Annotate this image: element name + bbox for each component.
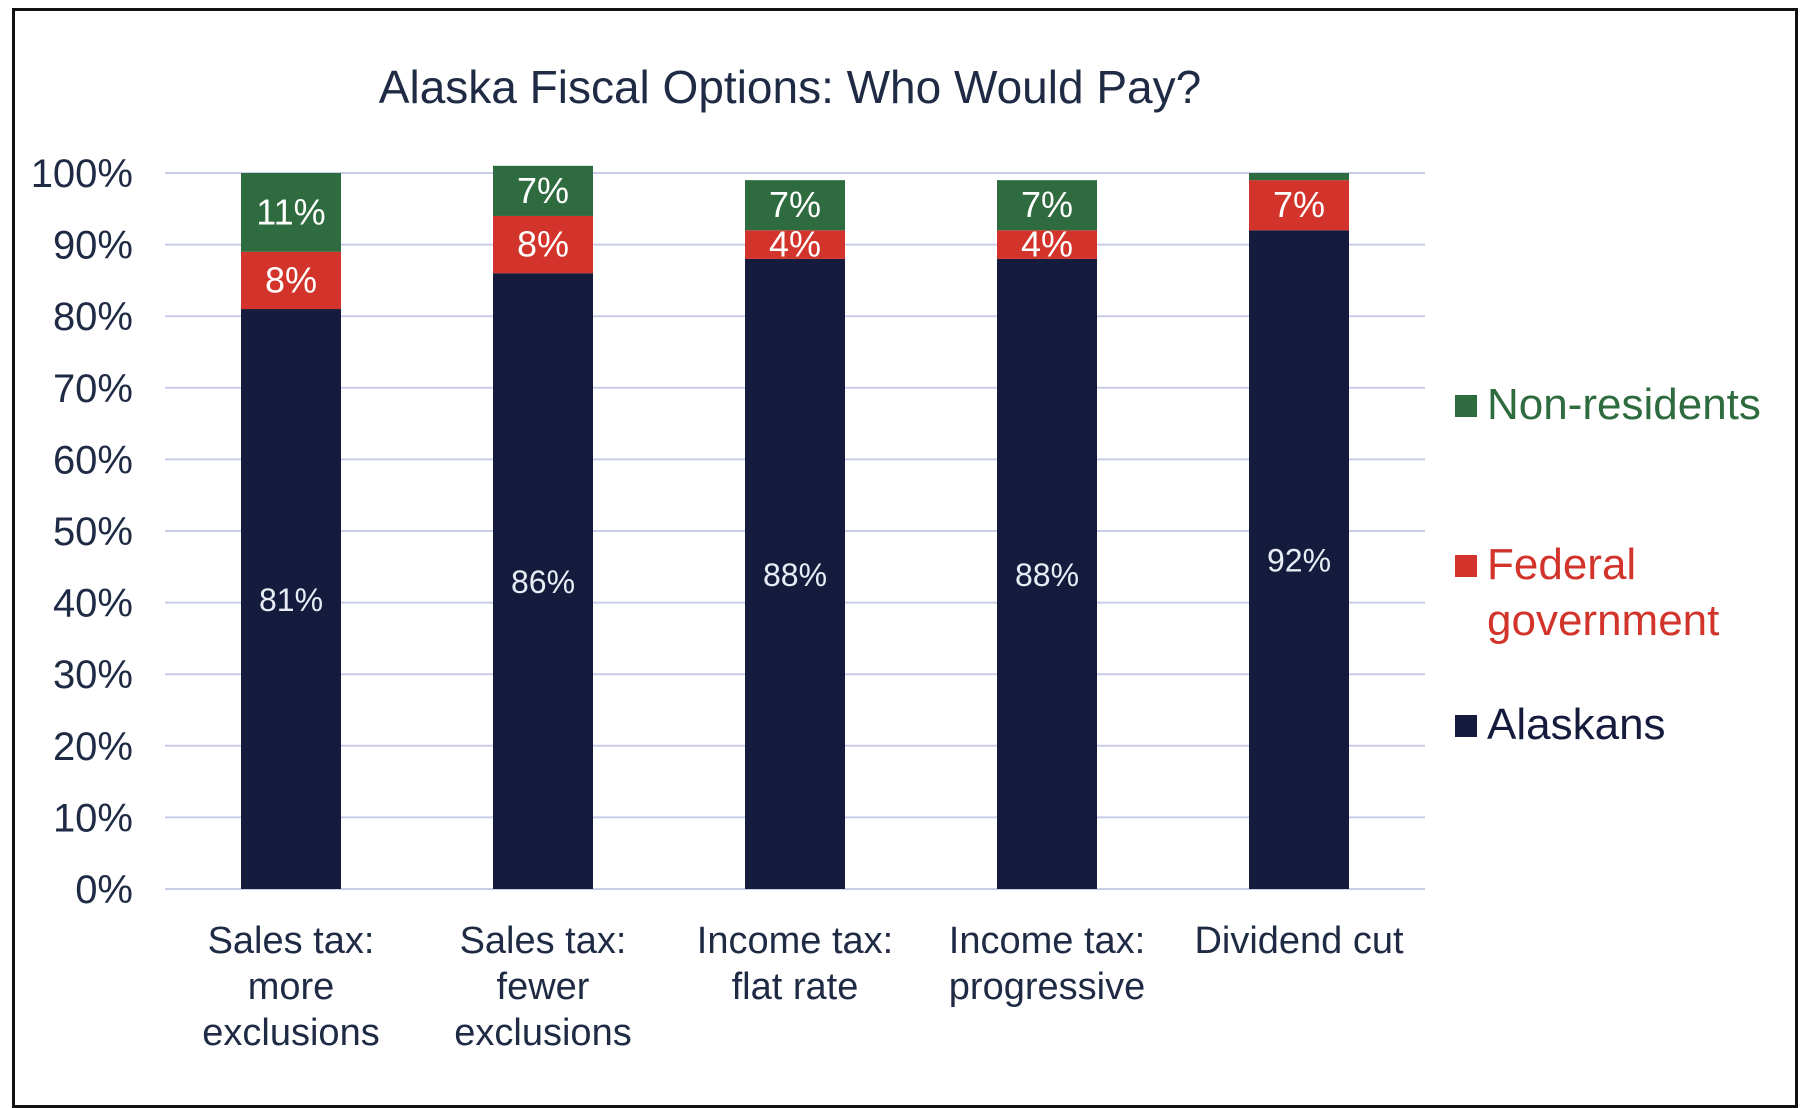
legend-swatch bbox=[1455, 395, 1477, 417]
data-label: 7% bbox=[517, 170, 569, 211]
stacked-bar-chart: Alaska Fiscal Options: Who Would Pay? 0%… bbox=[31, 61, 1761, 1054]
x-tick-label: exclusions bbox=[202, 1012, 379, 1054]
data-label: 92% bbox=[1267, 543, 1331, 579]
bar-non-residents bbox=[997, 180, 1097, 231]
bar-non-residents bbox=[1249, 173, 1349, 181]
x-tick-label: Income tax: bbox=[697, 920, 893, 962]
data-label: 4% bbox=[769, 224, 821, 265]
bar-non-residents bbox=[493, 165, 593, 216]
data-label: 7% bbox=[1021, 184, 1073, 225]
bar-federal-government bbox=[493, 215, 593, 274]
y-tick-label: 10% bbox=[53, 796, 133, 840]
bar-federal-government bbox=[997, 230, 1097, 259]
legend-label: Alaskans bbox=[1487, 700, 1666, 749]
y-tick-label: 80% bbox=[53, 295, 133, 339]
bars: 81%8%11%86%8%7%88%4%7%88%4%7%92%7% bbox=[241, 165, 1349, 889]
data-label: 86% bbox=[511, 564, 575, 600]
legend-label: Federal bbox=[1487, 540, 1636, 589]
x-tick-label: Dividend cut bbox=[1194, 920, 1404, 962]
data-label: 7% bbox=[769, 184, 821, 225]
legend-swatch bbox=[1455, 555, 1477, 577]
y-tick-label: 70% bbox=[53, 367, 133, 411]
data-label: 88% bbox=[763, 557, 827, 593]
y-tick-label: 40% bbox=[53, 582, 133, 626]
y-tick-label: 60% bbox=[53, 438, 133, 482]
chart-title: Alaska Fiscal Options: Who Would Pay? bbox=[379, 61, 1201, 113]
x-tick-label: flat rate bbox=[732, 966, 859, 1008]
data-label: 11% bbox=[256, 191, 325, 232]
legend-label: Non-residents bbox=[1487, 380, 1761, 429]
bar-alaskans bbox=[1249, 230, 1349, 889]
bar-federal-government bbox=[1249, 180, 1349, 231]
y-tick-label: 20% bbox=[53, 725, 133, 769]
legend: Non-residents Federal government Alaskans bbox=[1455, 380, 1761, 749]
legend-label: government bbox=[1487, 596, 1719, 645]
x-tick-label: fewer bbox=[497, 966, 590, 1008]
bar-non-residents bbox=[241, 173, 341, 252]
chart-frame: Alaska Fiscal Options: Who Would Pay? 0%… bbox=[12, 8, 1798, 1108]
y-tick-label: 0% bbox=[75, 868, 133, 912]
data-label: 81% bbox=[259, 582, 323, 618]
data-label: 4% bbox=[1021, 224, 1073, 265]
bar-alaskans bbox=[493, 273, 593, 889]
x-tick-label: Sales tax: bbox=[208, 920, 375, 962]
x-tick-label: Income tax: bbox=[949, 920, 1145, 962]
bar-alaskans bbox=[241, 309, 341, 889]
x-tick-label: more bbox=[248, 966, 335, 1008]
data-label: 88% bbox=[1015, 557, 1079, 593]
x-tick-label: exclusions bbox=[454, 1012, 631, 1054]
data-label: 8% bbox=[265, 259, 317, 300]
bar-non-residents bbox=[745, 180, 845, 231]
y-axis: 0% 10% 20% 30% 40% 50% 60% 70% 80% 90% 100% bbox=[31, 152, 133, 912]
legend-swatch bbox=[1455, 715, 1477, 737]
bar-alaskans bbox=[997, 258, 1097, 889]
y-tick-label: 50% bbox=[53, 510, 133, 554]
x-tick-label: Sales tax: bbox=[460, 920, 627, 962]
y-tick-label: 90% bbox=[53, 224, 133, 268]
data-label: 8% bbox=[517, 224, 569, 265]
y-tick-label: 100% bbox=[31, 152, 133, 196]
bar-alaskans bbox=[745, 258, 845, 889]
data-label: 7% bbox=[1273, 184, 1325, 225]
bar-federal-government bbox=[241, 251, 341, 310]
y-tick-label: 30% bbox=[53, 653, 133, 697]
x-tick-label: progressive bbox=[949, 966, 1145, 1008]
bar-federal-government bbox=[745, 230, 845, 259]
